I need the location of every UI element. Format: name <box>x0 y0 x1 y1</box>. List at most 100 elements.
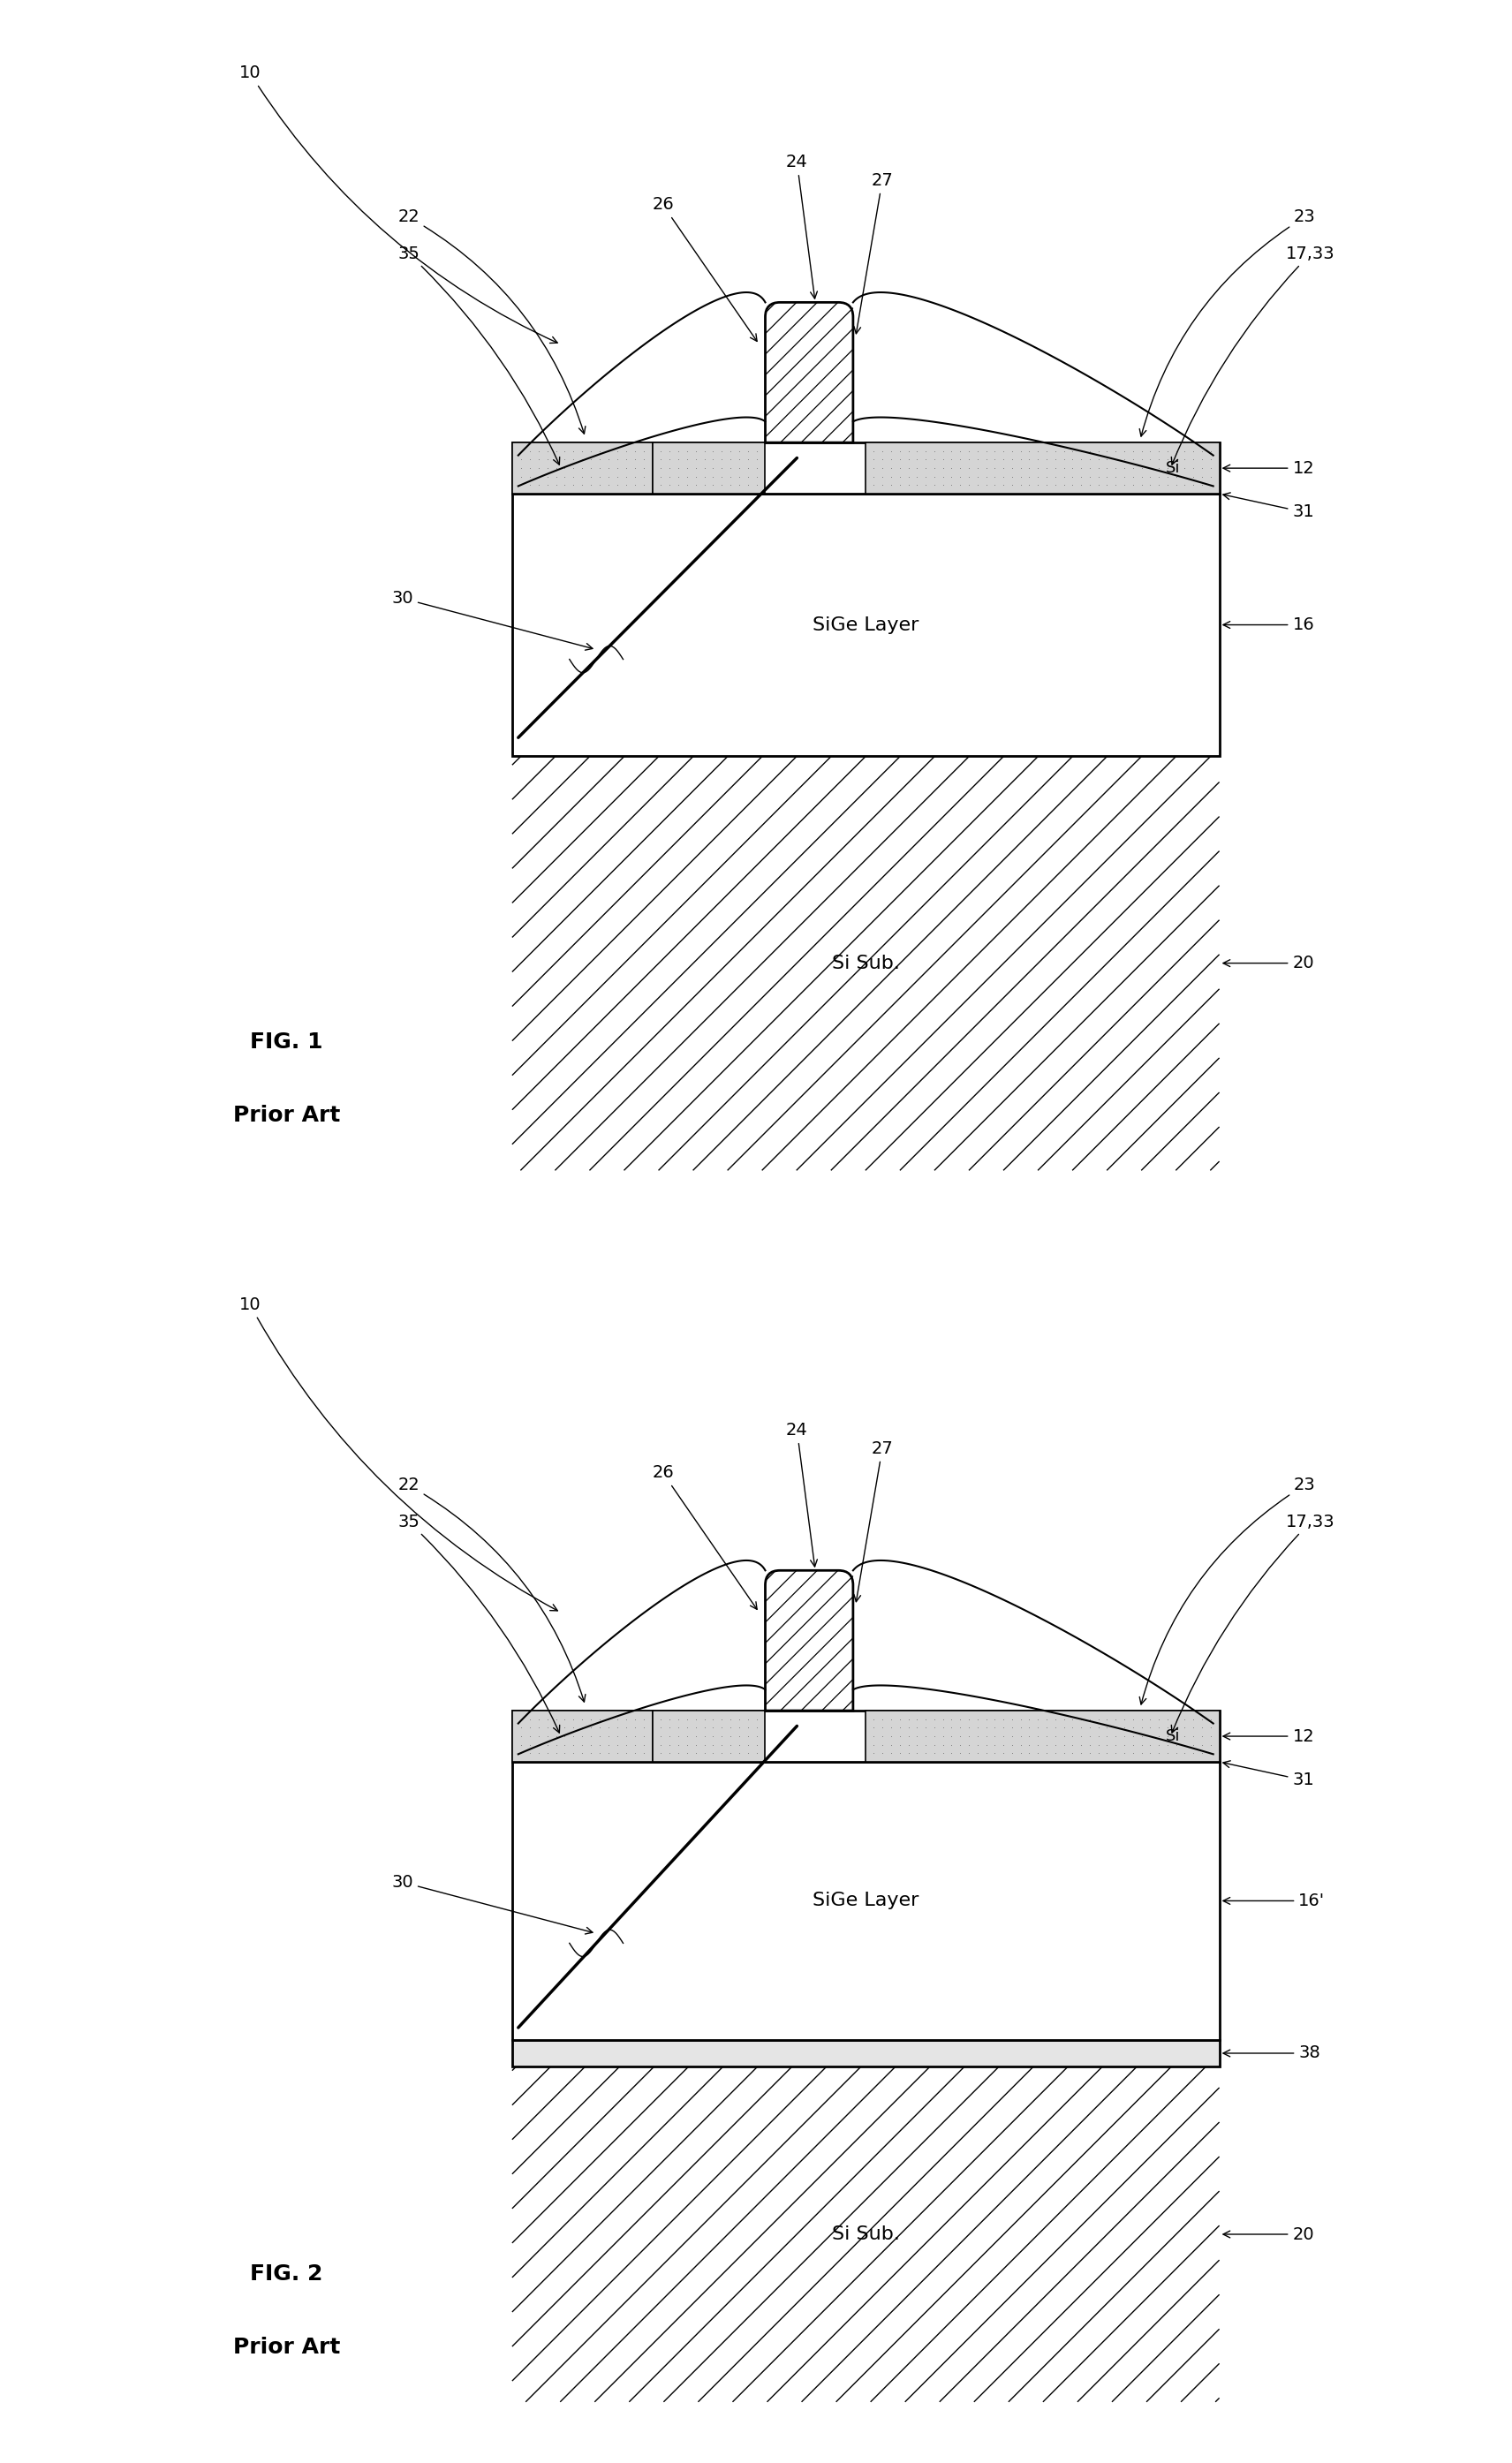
Point <box>974 1734 998 1773</box>
Point <box>1199 1724 1223 1764</box>
Point <box>736 1734 761 1773</box>
Point <box>552 441 576 480</box>
Point <box>702 448 726 488</box>
Point <box>1104 1707 1128 1746</box>
Text: Si Sub.: Si Sub. <box>832 2227 900 2244</box>
Point <box>1069 458 1093 498</box>
Point <box>709 1724 733 1764</box>
Point <box>1113 1717 1137 1756</box>
Point <box>1190 1699 1214 1739</box>
Point <box>862 1699 886 1739</box>
Point <box>1113 458 1137 498</box>
Point <box>535 1699 559 1739</box>
Point <box>727 441 751 480</box>
Point <box>1120 448 1145 488</box>
Point <box>632 431 656 470</box>
Point <box>596 1724 620 1764</box>
Point <box>1199 1699 1223 1739</box>
Point <box>1052 1707 1077 1746</box>
Point <box>1173 1707 1198 1746</box>
Point <box>510 431 534 470</box>
Point <box>736 441 761 480</box>
Point <box>535 466 559 505</box>
Point <box>974 466 998 505</box>
Point <box>939 1699 963 1739</box>
Point <box>1146 466 1170 505</box>
Point <box>535 1724 559 1764</box>
Point <box>1018 441 1042 480</box>
Point <box>1043 1707 1067 1746</box>
Point <box>862 1707 886 1746</box>
Point <box>1018 458 1042 498</box>
Point <box>649 1699 673 1739</box>
Point <box>674 1707 699 1746</box>
Point <box>1009 1724 1033 1764</box>
Point <box>1155 1707 1179 1746</box>
Point <box>966 1717 990 1756</box>
Point <box>1155 1699 1179 1739</box>
Point <box>605 441 629 480</box>
Point <box>983 1724 1007 1764</box>
Point <box>718 448 742 488</box>
Point <box>649 431 673 470</box>
Point <box>957 1717 981 1756</box>
Point <box>862 448 886 488</box>
Point <box>957 448 981 488</box>
Bar <box>513 1712 1219 1761</box>
Point <box>744 441 768 480</box>
Point <box>614 466 638 505</box>
Point <box>579 1734 603 1773</box>
Point <box>1034 431 1058 470</box>
Point <box>1199 458 1223 498</box>
Point <box>878 448 903 488</box>
Point <box>727 1724 751 1764</box>
Point <box>1120 1707 1145 1746</box>
Point <box>939 431 963 470</box>
Bar <box>513 1712 652 1761</box>
Point <box>1009 1717 1033 1756</box>
Point <box>1129 1699 1154 1739</box>
Point <box>1139 1717 1163 1756</box>
Point <box>871 1724 895 1764</box>
Point <box>1120 431 1145 470</box>
Point <box>1164 1699 1188 1739</box>
Point <box>632 466 656 505</box>
Text: 22: 22 <box>398 209 585 433</box>
Point <box>526 466 550 505</box>
Point <box>1009 458 1033 498</box>
Point <box>1025 1699 1049 1739</box>
Point <box>913 448 937 488</box>
Point <box>552 448 576 488</box>
Point <box>535 1717 559 1756</box>
Point <box>561 1717 585 1756</box>
Point <box>1146 441 1170 480</box>
Point <box>1060 1717 1084 1756</box>
Point <box>948 1717 972 1756</box>
Point <box>1052 431 1077 470</box>
Point <box>1025 441 1049 480</box>
Bar <box>513 443 1219 493</box>
Point <box>623 1717 647 1756</box>
Point <box>588 466 612 505</box>
Point <box>596 1734 620 1773</box>
Point <box>1069 441 1093 480</box>
Point <box>1104 448 1128 488</box>
Point <box>683 466 708 505</box>
Point <box>1173 431 1198 470</box>
Point <box>1009 1699 1033 1739</box>
Point <box>674 1734 699 1773</box>
Point <box>517 466 541 505</box>
Point <box>1095 466 1119 505</box>
Point <box>570 1707 594 1746</box>
Point <box>614 1717 638 1756</box>
Point <box>588 1699 612 1739</box>
Point <box>683 448 708 488</box>
Point <box>957 441 981 480</box>
Point <box>649 1717 673 1756</box>
Text: 23: 23 <box>1140 209 1315 436</box>
Point <box>667 458 691 498</box>
Point <box>1025 1724 1049 1764</box>
Point <box>674 441 699 480</box>
Point <box>1146 1717 1170 1756</box>
Point <box>1034 1734 1058 1773</box>
